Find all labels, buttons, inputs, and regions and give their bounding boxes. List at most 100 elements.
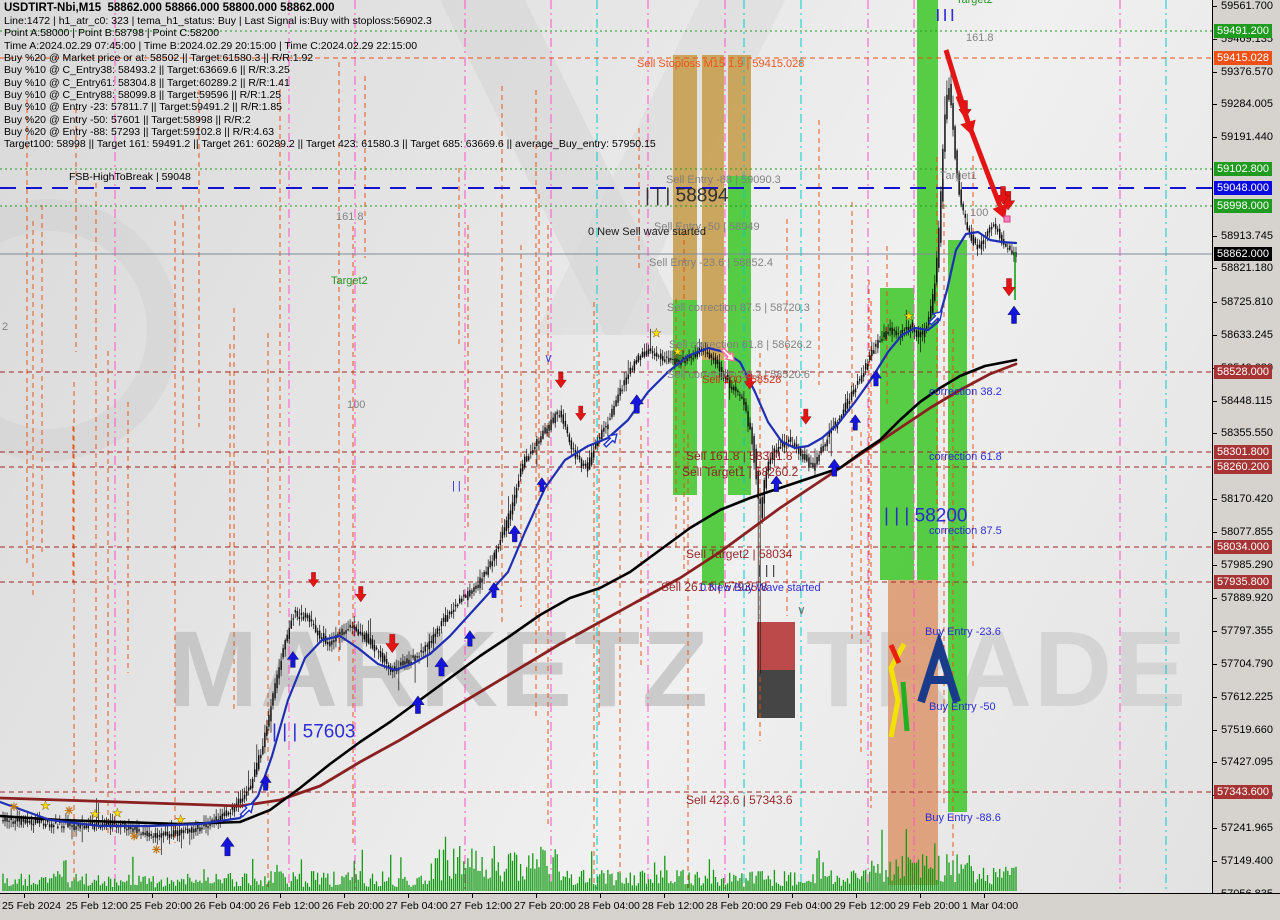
fsb-line-label: FSB-HighToBreak | 59048 bbox=[69, 171, 191, 183]
chart-annotation: | | | 58894 bbox=[645, 186, 729, 207]
sell-arrow-icon bbox=[385, 634, 400, 654]
buy-arrow-icon bbox=[536, 477, 548, 492]
price-tick-mark bbox=[1213, 730, 1217, 731]
star-icon: ★ bbox=[40, 799, 51, 813]
price-tick-mark bbox=[1213, 72, 1217, 73]
price-level-badge: 58998.000 bbox=[1214, 199, 1272, 213]
spark-marker-icon bbox=[64, 806, 74, 815]
buy-arrow-icon bbox=[629, 394, 644, 414]
price-level-badge: 57935.800 bbox=[1214, 575, 1272, 589]
price-tick-mark bbox=[1213, 137, 1217, 138]
buy-arrow-icon bbox=[411, 695, 425, 714]
session-band bbox=[728, 176, 751, 495]
price-level-badge: 58034.000 bbox=[1214, 540, 1272, 554]
price-tick-label: 58355.550 bbox=[1221, 427, 1273, 439]
chart-annotation: Sell Entry -50 | 58949 bbox=[654, 221, 760, 233]
chart-annotation: 100 bbox=[347, 399, 365, 411]
buy-arrow-icon bbox=[508, 525, 522, 543]
star-icon: ★ bbox=[175, 813, 186, 827]
time-tick-label: 25 Feb 12:00 bbox=[66, 900, 128, 912]
time-tick-mark bbox=[88, 894, 89, 898]
chart-annotation: Target1 bbox=[940, 170, 977, 182]
chart-annotation: ∨ bbox=[797, 603, 806, 617]
time-axis[interactable]: 25 Feb 2024 25 Feb 12:00 25 Feb 20:00 26 Fe… bbox=[0, 893, 1280, 920]
watermark-right: TRADE bbox=[806, 608, 1188, 729]
price-tick-mark bbox=[1213, 433, 1217, 434]
chart-annotation: | | | 58200 bbox=[884, 506, 967, 527]
star-icon: ★ bbox=[904, 309, 915, 323]
time-tick-mark bbox=[216, 894, 217, 898]
price-tick-label: 57889.920 bbox=[1221, 592, 1273, 604]
time-tick-mark bbox=[280, 894, 281, 898]
time-tick-mark bbox=[344, 894, 345, 898]
price-axis[interactable]: 59561.700 59469.135 59376.570 59284.005 5919… bbox=[1212, 0, 1280, 900]
price-tick-mark bbox=[1213, 565, 1217, 566]
buy-arrow-icon bbox=[770, 475, 783, 492]
buy-arrow-icon bbox=[827, 458, 841, 477]
price-tick-mark bbox=[1213, 302, 1217, 303]
time-tick-mark bbox=[664, 894, 665, 898]
time-tick-label: 27 Feb 04:00 bbox=[386, 900, 448, 912]
price-tick-mark bbox=[1213, 861, 1217, 862]
time-tick-label: 1 Mar 04:00 bbox=[962, 900, 1019, 912]
price-tick-mark bbox=[1213, 104, 1217, 105]
chart-annotation: 161.8 bbox=[966, 32, 994, 44]
time-tick-mark bbox=[792, 894, 793, 898]
buy-arrow-icon bbox=[463, 630, 476, 647]
price-tick-label: 57985.290 bbox=[1221, 559, 1273, 571]
price-tick-label: 59284.005 bbox=[1221, 98, 1273, 110]
chart-annotation: Sell correction 38.2 | 58520.6 bbox=[667, 369, 810, 381]
price-tick-mark bbox=[1213, 6, 1217, 7]
chart-annotation: | | | 57603 bbox=[272, 722, 355, 743]
price-tick-mark bbox=[1213, 631, 1217, 632]
price-level-badge: 58301.800 bbox=[1214, 445, 1272, 459]
buy-arrow-icon bbox=[849, 414, 862, 431]
session-band bbox=[702, 360, 724, 585]
time-tick-label: 26 Feb 20:00 bbox=[322, 900, 384, 912]
time-tick-mark bbox=[984, 894, 985, 898]
chart-annotation: 0 New Sell wave started bbox=[588, 226, 706, 238]
time-tick-label: 29 Feb 12:00 bbox=[834, 900, 896, 912]
sell-arrow-icon bbox=[743, 373, 756, 390]
price-tick-mark bbox=[1213, 532, 1217, 533]
chart-annotation: | | | bbox=[758, 563, 775, 578]
chart-plot-area[interactable]: MARKETZ TRADE ★ ★ ★ ★ ★ ★ ★ Sell Stoploss M15 1.9… bbox=[0, 0, 1212, 893]
price-level-badge: 58528.000 bbox=[1214, 365, 1272, 379]
price-tick-mark bbox=[1213, 236, 1217, 237]
chart-annotation: Sell Stoploss M15 1.9 | 59415.028 bbox=[637, 58, 804, 70]
chart-annotation: 0 New Buy Wave started bbox=[700, 582, 821, 594]
session-band bbox=[728, 55, 751, 176]
trend-arrow-icon bbox=[992, 203, 1008, 220]
sell-arrow-icon bbox=[307, 572, 320, 588]
price-tick-label: 57704.790 bbox=[1221, 658, 1273, 670]
price-tick-mark bbox=[1213, 598, 1217, 599]
time-tick-label: 29 Feb 20:00 bbox=[898, 900, 960, 912]
price-tick-label: 57612.225 bbox=[1221, 691, 1273, 703]
chart-annotation: Sell Entry -88 | 59090.3 bbox=[666, 174, 781, 186]
ma-slow-line bbox=[0, 362, 1018, 808]
sell-arrow-icon bbox=[554, 372, 567, 389]
price-level-badge: 58862.000 bbox=[1214, 247, 1272, 261]
time-tick-label: 27 Feb 12:00 bbox=[450, 900, 512, 912]
price-tick-label: 59191.440 bbox=[1221, 131, 1273, 143]
candlestick-wicks bbox=[2, 67, 1017, 855]
time-tick-label: 27 Feb 20:00 bbox=[514, 900, 576, 912]
price-level-badge: 58260.200 bbox=[1214, 460, 1272, 474]
buy-arrow-icon bbox=[869, 369, 882, 387]
chart-annotation: Sell Entry -23.6 | 58852.4 bbox=[649, 257, 773, 269]
sell-arrow-icon bbox=[799, 408, 812, 425]
drawn-a-object bbox=[917, 631, 961, 704]
session-band bbox=[917, 0, 938, 580]
session-band bbox=[888, 580, 938, 885]
price-tick-label: 57241.965 bbox=[1221, 822, 1273, 834]
time-tick-label: 25 Feb 20:00 bbox=[130, 900, 192, 912]
session-band bbox=[673, 55, 697, 300]
time-tick-mark bbox=[472, 894, 473, 898]
price-tick-mark bbox=[1213, 335, 1217, 336]
outline-arrow-icon bbox=[239, 802, 255, 818]
chart-annotation: correction 87.5 bbox=[929, 525, 1002, 537]
spark-marker-icon bbox=[130, 831, 139, 841]
chart-annotation: correction 38.2 bbox=[929, 386, 1002, 398]
price-tick-mark bbox=[1213, 401, 1217, 402]
